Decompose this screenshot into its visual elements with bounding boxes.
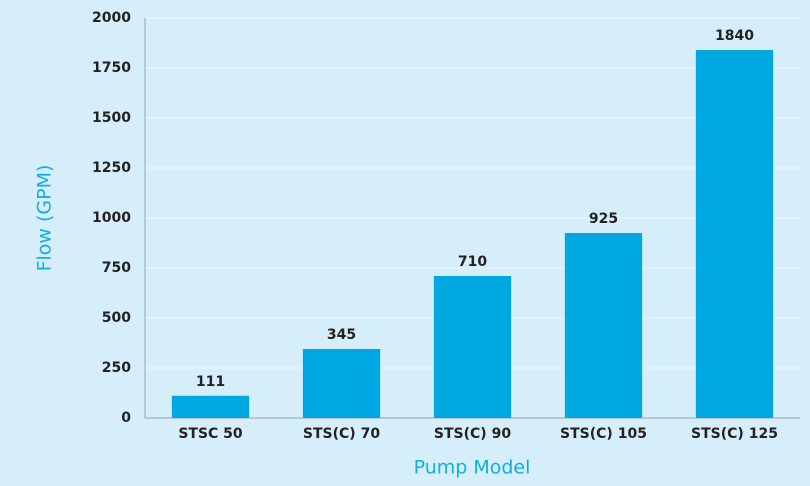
y-tick-label: 1000 [92,210,131,226]
y-tick-label: 250 [102,360,131,376]
y-tick-label: 750 [102,260,131,276]
y-tick-label: 2000 [92,10,131,26]
x-tick-label: STS(C) 125 [691,426,778,442]
y-axis-title: Flow (GPM) [34,165,56,272]
value-label: 345 [327,327,356,343]
x-tick-label: STS(C) 70 [303,426,380,442]
value-label: 1840 [715,28,754,44]
y-tick-label: 500 [102,310,131,326]
bar [302,349,381,418]
x-axis-title: Pump Model [414,457,531,479]
y-tick-label: 1250 [92,160,131,176]
y-tick-label: 1750 [92,60,131,76]
bar [564,233,643,418]
x-tick-label: STSC 50 [178,426,243,442]
value-label: 111 [196,374,225,390]
y-tick-label: 1500 [92,110,131,126]
value-label: 925 [589,211,618,227]
bar [695,50,774,418]
value-label: 710 [458,254,487,270]
bar [171,395,250,418]
x-tick-label: STS(C) 90 [434,426,511,442]
y-tick-label: 0 [121,410,131,426]
bar [433,276,512,418]
x-tick-label: STS(C) 105 [560,426,647,442]
